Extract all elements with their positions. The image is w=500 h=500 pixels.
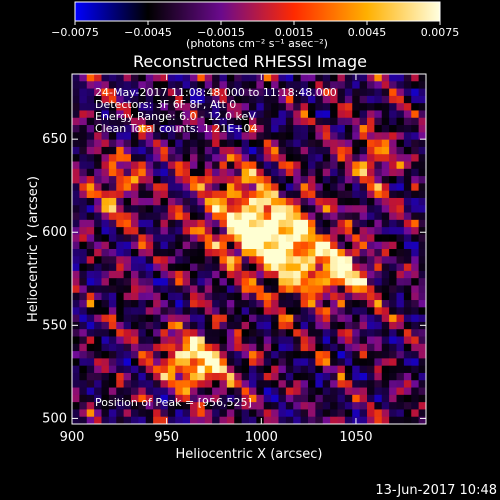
y-axis: 500 550 600 650 [42,132,426,426]
detectors-text: Detectors: 3F 6F 8F, Att 0 [95,98,236,111]
colorbar-tick-label: 0.0015 [275,26,314,39]
colorbar: −0.0075 −0.0045 −0.0015 0.0015 0.0045 0.0075 … [51,1,459,50]
x-axis-label: Heliocentric X (arcsec) [176,447,323,462]
x-tick-label: 1050 [339,430,372,445]
plot-title: Reconstructed RHESSI Image [133,52,367,71]
colorbar-fill [75,2,440,21]
y-tick-label: 550 [42,318,67,333]
y-tick-label: 500 [42,411,67,426]
peak-position-text: Position of Peak = [956,525] [95,396,252,409]
image-annotations: 24-May-2017 11:08:48.000 to 11:18:48.000… [95,86,337,409]
colorbar-tick-label: −0.0015 [197,26,245,39]
colorbar-tick-label: −0.0075 [51,26,99,39]
colorbar-tick-label: 0.0075 [421,26,460,39]
generation-timestamp: 13-Jun-2017 10:48 [375,483,497,498]
heatmap-image [72,74,426,424]
y-tick-label: 650 [42,132,67,147]
plot-frame [71,73,427,425]
x-tick-label: 1000 [245,430,278,445]
time-range-text: 24-May-2017 11:08:48.000 to 11:18:48.000 [95,86,337,99]
colorbar-tick-label: −0.0045 [124,26,172,39]
x-tick-label: 950 [154,430,179,445]
x-axis: 900 950 1000 1050 [60,74,373,445]
y-axis-label: Heliocentric Y (arcsec) [26,176,41,322]
colorbar-frame [74,1,441,22]
colorbar-ticks: −0.0075 −0.0045 −0.0015 0.0015 0.0045 0.0075 [51,21,459,39]
energy-range-text: Energy Range: 6.0 - 12.0 keV [95,110,256,123]
x-tick-label: 900 [60,430,85,445]
clean-counts-text: Clean Total counts: 1.21E+04 [95,122,258,135]
y-tick-label: 600 [42,225,67,240]
colorbar-tick-label: 0.0045 [348,26,387,39]
colorbar-units: (photons cm⁻² s⁻¹ asec⁻²) [186,37,328,50]
